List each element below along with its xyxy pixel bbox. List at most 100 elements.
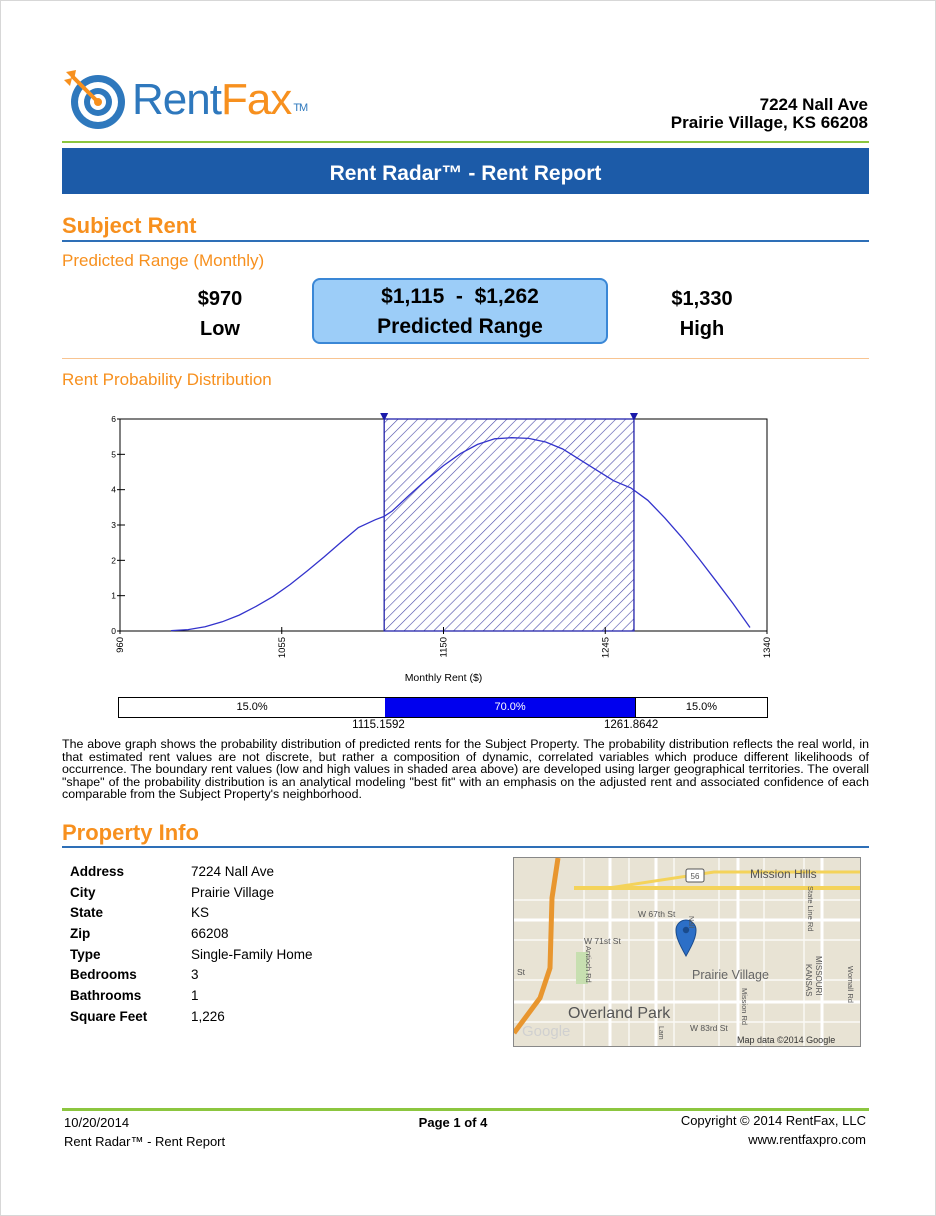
range-marker-high (629, 413, 638, 421)
predicted-range-box (312, 278, 608, 344)
probability-bar-middle: 70.0% (385, 698, 635, 717)
x-tick-label: 1245 (600, 637, 611, 658)
distribution-description: The above graph shows the probability di… (62, 737, 869, 802)
y-tick-label: 1 (111, 591, 116, 601)
info-value: Prairie Village (191, 884, 275, 900)
rentfax-logo: RentFax TM (62, 64, 332, 134)
info-value: KS (191, 905, 210, 921)
distribution-curve (171, 437, 751, 632)
map-label-nall: Nall (687, 916, 694, 929)
info-row: Zip 66208 (70, 924, 450, 945)
map-label-lamar: Lam (657, 1026, 664, 1040)
y-tick-label: 3 (111, 520, 116, 530)
y-tick-label: 5 (111, 449, 116, 459)
x-tick-label: 960 (115, 637, 126, 653)
range-divider (62, 358, 869, 359)
property-address-header: 7224 Nall Ave Prairie Village, KS 66208 (671, 96, 868, 132)
info-row: Address 7224 Nall Ave (70, 862, 450, 883)
map-label-w83: W 83rd St (690, 1023, 728, 1033)
info-value: 3 (191, 967, 199, 983)
info-value: 7224 Nall Ave (191, 864, 275, 879)
footer-divider (62, 1108, 869, 1111)
info-label: Zip (70, 926, 91, 942)
probability-bar: 15.0% 70.0% 15.0% (118, 697, 768, 718)
x-tick-label: 1055 (277, 637, 288, 658)
map-label-st: St (517, 967, 526, 977)
footer-left: 10/20/2014 Rent Radar™ - Rent Report (64, 1113, 225, 1151)
address-line1: 7224 Nall Ave (759, 95, 868, 114)
info-value: 1,226 (191, 1008, 225, 1024)
target-icon (64, 70, 125, 129)
info-label: City (70, 884, 96, 900)
predicted-range-shading (383, 418, 635, 632)
map-label-mission-rd: Mission Rd (740, 988, 749, 1025)
info-row: Square Feet 1,226 (70, 1007, 450, 1028)
probability-bar-right: 15.0% (634, 698, 767, 717)
info-row: State KS (70, 903, 450, 924)
x-tick-label: 1150 (439, 637, 450, 657)
info-value: 1 (191, 988, 199, 1004)
page-number: Page 1 of 4 (418, 1115, 488, 1130)
map-label-wornall: Wornall Rd (846, 966, 855, 1003)
map-label-w67: W 67th St (638, 909, 676, 919)
footer-website[interactable]: www.rentfaxpro.com (748, 1132, 866, 1147)
predicted-range: $1,115 - $1,262 Predicted Range (312, 282, 608, 342)
footer-right: Copyright © 2014 RentFax, LLC www.rentfa… (681, 1111, 866, 1149)
x-axis-label: Monthly Rent ($) (405, 672, 483, 684)
map-label-missouri: MISSOURI (814, 956, 823, 996)
info-value: 66208 (191, 926, 229, 942)
address-line2: Prairie Village, KS 66208 (670, 113, 868, 132)
header-divider (62, 141, 869, 143)
high-value: $1,330 (671, 288, 733, 310)
section-divider (62, 240, 869, 242)
predicted-range-subtitle: Predicted Range (Monthly) (62, 251, 265, 270)
range-marker-low (380, 413, 389, 421)
high-label: High (679, 318, 725, 340)
footer-copyright: Copyright © 2014 RentFax, LLC (680, 1113, 866, 1128)
subject-rent-title: Subject Rent (62, 213, 197, 238)
distribution-subtitle: Rent Probability Distribution (62, 370, 272, 389)
probability-distribution-chart: 0 1 2 3 4 5 6 960 1055 1150 1245 1340 Monthly Rent (… (111, 413, 773, 684)
low-value: $970 (197, 288, 243, 310)
high-rent: $1,330 High (652, 284, 752, 344)
y-tick-label: 0 (111, 626, 116, 636)
y-tick-label: 2 (111, 555, 116, 565)
map-label-mission-hills: Mission Hills (750, 867, 817, 881)
info-value: Single-Family Home (191, 946, 313, 962)
map-label-prairie-village: Prairie Village (692, 968, 769, 982)
map-route-label: 56 (691, 872, 700, 881)
map-attribution: Map data ©2014 Google (737, 1035, 835, 1045)
location-map[interactable]: 56 Mission Hills W 67th St W 71st St Pra… (513, 857, 861, 1047)
info-label: Bedrooms (70, 967, 137, 983)
map-google-logo: Google (522, 1023, 570, 1040)
map-label-state-line: State Line Rd (806, 886, 815, 931)
map-label-overland-park: Overland Park (568, 1005, 671, 1022)
y-tick-label: 6 (111, 414, 116, 424)
range-label: Predicted Range (377, 315, 543, 338)
low-rent: $970 Low (170, 284, 270, 344)
info-row: Bathrooms 1 (70, 986, 450, 1007)
report-banner: Rent Radar™ - Rent Report (62, 148, 869, 194)
logo-wordmark: RentFax TM (132, 75, 308, 124)
footer-date: 10/20/2014 (64, 1115, 130, 1130)
info-label: Bathrooms (70, 988, 142, 1004)
info-row: Type Single-Family Home (70, 945, 450, 966)
info-row: Bedrooms 3 (70, 965, 450, 986)
map-label-kansas: KANSAS (804, 964, 813, 996)
y-tick-label: 4 (111, 485, 116, 495)
property-info-title: Property Info (62, 820, 199, 845)
info-label: Address (70, 864, 125, 879)
boundary-low-label: 1115.1592 (352, 719, 405, 731)
map-label-antioch: Antioch Rd (584, 946, 593, 983)
map-label-w71: W 71st St (584, 936, 621, 946)
property-info-table: Address 7224 Nall Ave City Prairie Village S… (70, 862, 450, 1028)
boundary-high-label: 1261.8642 (603, 719, 659, 731)
info-label: Square Feet (70, 1008, 148, 1024)
info-label: Type (70, 946, 101, 962)
info-row: City Prairie Village (70, 883, 450, 904)
range-value: $1,115 - $1,262 (381, 285, 539, 308)
low-label: Low (200, 318, 240, 340)
section-divider (62, 846, 869, 848)
footer-report-name: Rent Radar™ - Rent Report (64, 1134, 226, 1149)
info-label: State (70, 905, 104, 921)
